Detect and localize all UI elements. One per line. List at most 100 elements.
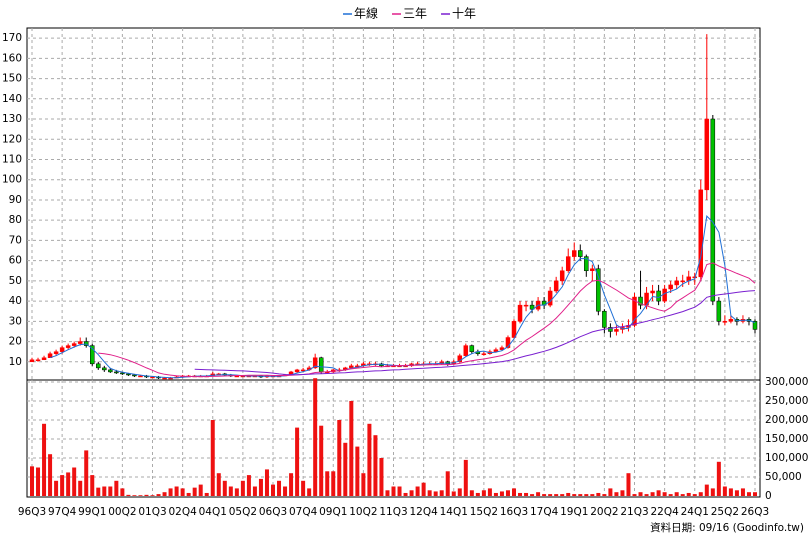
volume-bar xyxy=(590,494,595,496)
y-tick-label: 130 xyxy=(2,113,22,125)
volume-bar xyxy=(457,488,462,496)
candle-body xyxy=(481,353,487,355)
candle-body xyxy=(650,290,655,294)
candle-body xyxy=(722,321,728,323)
volume-bar xyxy=(361,473,366,496)
volume-bar xyxy=(144,494,149,496)
candle-body xyxy=(132,374,137,377)
volume-bar xyxy=(722,486,727,496)
candle-body xyxy=(632,296,637,326)
volume-bar xyxy=(728,488,733,496)
volume-bar xyxy=(289,473,294,496)
x-tick-label: 01Q3 xyxy=(138,506,166,518)
volume-bar xyxy=(42,423,47,496)
candle-body xyxy=(114,371,119,374)
x-tick-label: 05Q2 xyxy=(229,506,257,518)
candle-body xyxy=(102,367,107,371)
volume-bar xyxy=(60,475,65,496)
volume-bar xyxy=(608,488,613,496)
volume-bar xyxy=(337,420,342,496)
y-tick-label: 120 xyxy=(2,133,22,145)
volume-bar xyxy=(560,494,565,496)
x-tick-label: 20Q2 xyxy=(590,506,618,518)
x-tick-label: 14Q1 xyxy=(440,506,468,518)
volume-bar xyxy=(114,480,119,496)
volume-bar xyxy=(325,471,330,496)
volume-bar xyxy=(656,490,661,496)
volume-bar xyxy=(650,492,655,496)
volume-bar xyxy=(367,423,372,496)
candle-body xyxy=(312,357,318,369)
volume-bar xyxy=(554,494,559,496)
y2-tick-label: 100,000 xyxy=(765,452,808,464)
x-tick-label: 04Q1 xyxy=(199,506,227,518)
candle-body xyxy=(638,296,643,306)
ma-line xyxy=(194,290,756,376)
volume-bar xyxy=(427,490,432,496)
volume-bar xyxy=(379,458,384,496)
volume-bar xyxy=(331,471,336,496)
volume-bar xyxy=(120,488,125,496)
candle-body xyxy=(668,284,673,290)
y2-tick-label: 300,000 xyxy=(765,376,808,388)
y2-tick-label: 250,000 xyxy=(765,395,808,407)
volume-bar xyxy=(78,480,83,496)
volume-bar xyxy=(90,475,95,496)
volume-bar xyxy=(499,491,504,496)
volume-bar xyxy=(108,486,113,496)
volume-bar xyxy=(415,486,420,496)
x-tick-label: 06Q3 xyxy=(259,506,287,518)
volume-bar xyxy=(240,480,245,496)
footnote: 資料日期: 09/16 (Goodinfo.tw) xyxy=(650,521,804,534)
x-tick-label: 09Q1 xyxy=(319,506,347,518)
volume-bar xyxy=(734,490,739,496)
candle-body xyxy=(710,118,716,302)
x-tick-label: 99Q1 xyxy=(78,506,106,518)
volume-bar xyxy=(662,492,667,496)
candle-body xyxy=(662,288,667,302)
volume-bar xyxy=(156,494,161,496)
y-tick-label: 40 xyxy=(9,295,22,307)
volume-bar xyxy=(740,488,745,496)
volume-bar xyxy=(271,484,275,496)
x-tick-label: 07Q4 xyxy=(289,506,318,518)
volume-bar xyxy=(96,487,101,496)
candle-body xyxy=(457,355,463,363)
candle-body xyxy=(517,304,523,322)
x-tick-label: 24Q1 xyxy=(681,506,709,518)
x-tick-label: 19Q1 xyxy=(560,506,588,518)
candle-body xyxy=(529,304,535,310)
candle-body xyxy=(150,376,155,379)
x-tick-label: 17Q4 xyxy=(530,506,559,518)
candle-body xyxy=(59,347,65,352)
volume-bar xyxy=(578,494,583,496)
candle-body xyxy=(584,256,589,272)
volume-bar xyxy=(518,492,523,496)
candle-body xyxy=(704,118,710,191)
volume-bar xyxy=(548,494,553,496)
candle-body xyxy=(590,268,595,272)
volume-bar xyxy=(620,490,625,496)
y2-tick-label: 150,000 xyxy=(765,433,808,445)
volume-bar xyxy=(632,494,637,496)
volume-bar xyxy=(54,480,59,496)
volume-bar xyxy=(283,486,288,496)
volume-bar xyxy=(698,492,703,496)
legend: 年線 三年 十年 xyxy=(343,6,476,21)
volume-bar xyxy=(746,492,751,496)
y-tick-label: 70 xyxy=(9,234,22,246)
volume-bar xyxy=(349,401,354,496)
x-tick-label: 02Q4 xyxy=(168,506,197,518)
volume-bar xyxy=(602,494,607,496)
candle-body xyxy=(108,369,113,373)
volume-bar xyxy=(373,435,378,496)
volume-bar xyxy=(319,425,324,496)
y-tick-label: 160 xyxy=(2,52,22,64)
volume-bar xyxy=(295,427,300,496)
volume-bar xyxy=(391,486,396,496)
candle-body xyxy=(47,353,53,358)
candle-body xyxy=(126,373,131,376)
y-tick-label: 100 xyxy=(2,174,22,186)
candle-body xyxy=(716,300,722,322)
